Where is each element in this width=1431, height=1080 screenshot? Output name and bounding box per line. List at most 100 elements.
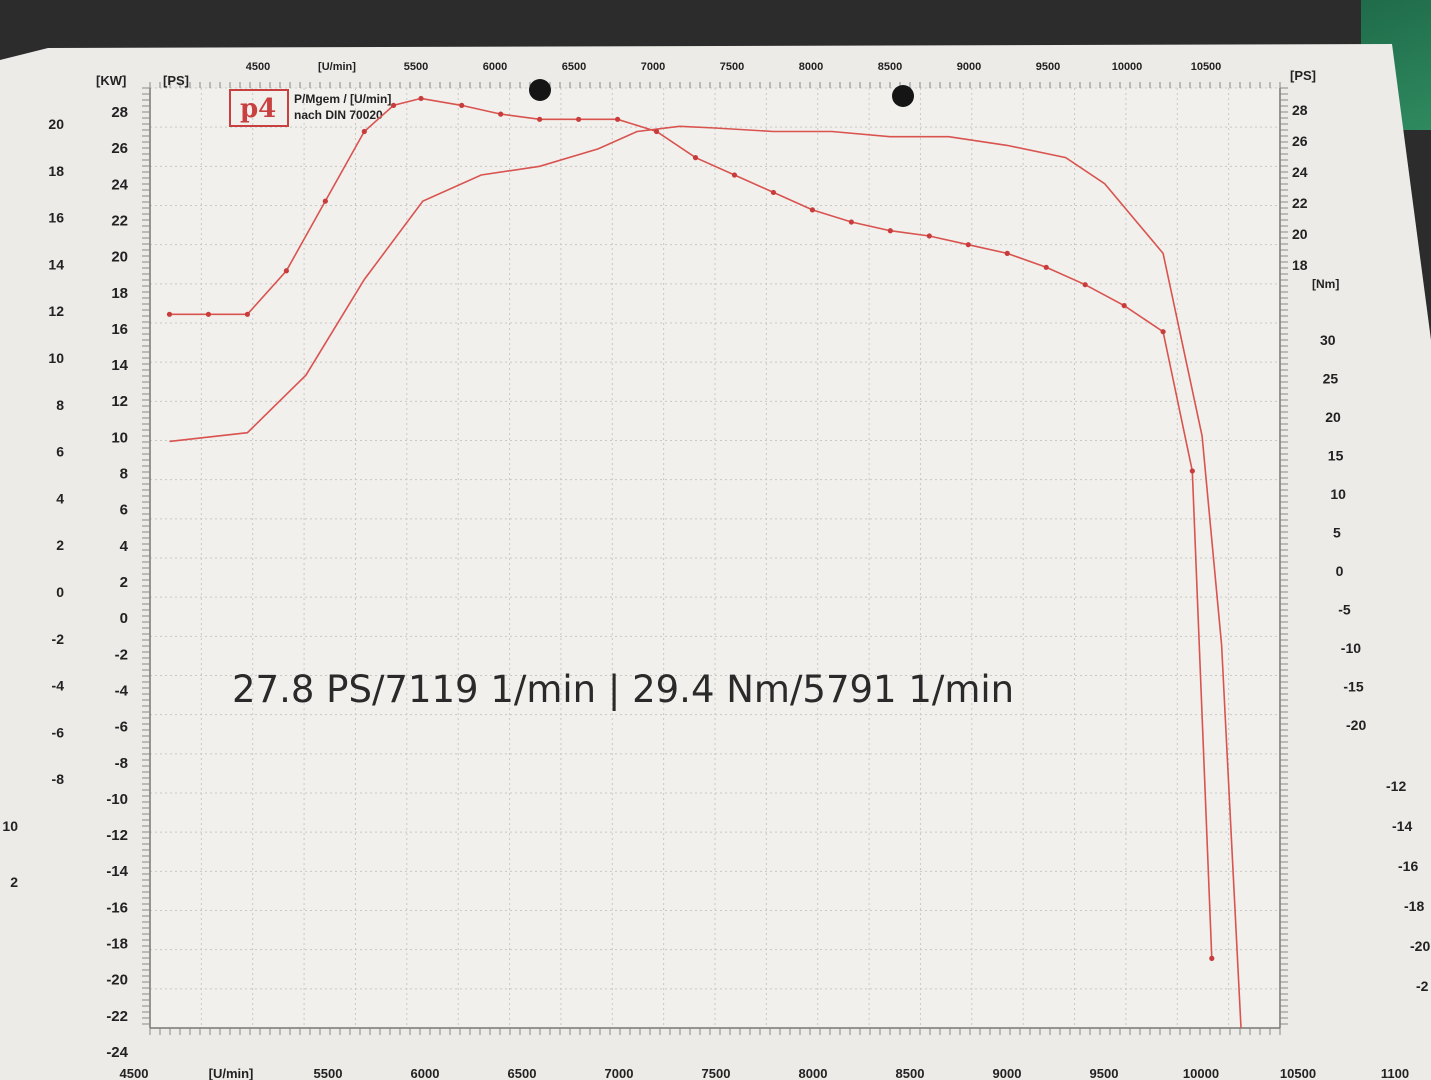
ps-left-tick-label: -2 (115, 646, 128, 663)
data-point (283, 268, 289, 274)
rpm-tick-label: 4500 (120, 1066, 149, 1080)
series-group (166, 95, 1242, 1029)
data-point (498, 111, 504, 117)
rpm-tick-label: 8000 (799, 1066, 828, 1080)
ps-left-tick-label: 2 (120, 574, 128, 591)
data-point (614, 116, 621, 122)
ps-right-tick-label: 24 (1292, 164, 1308, 180)
rpm-top-tick-label: 7000 (641, 61, 665, 73)
rpm-top-tick-label: 5500 (404, 61, 428, 73)
rpm-tick-label: 7500 (702, 1066, 731, 1080)
left-ps-unit: [PS] (163, 73, 189, 88)
ps-left-tick-label: 28 (111, 104, 128, 121)
nm-tick-label: -20 (1346, 717, 1366, 733)
ps-left-tick-label: -8 (115, 755, 128, 772)
ps-left-tick-label: -14 (106, 863, 128, 880)
rpm-top-tick-label: 9000 (957, 61, 981, 73)
kw-tick-label: 14 (48, 256, 64, 272)
rpm-top-tick-label: 10000 (1112, 61, 1143, 73)
ps-right-tick-label: 26 (1292, 133, 1308, 149)
data-point (166, 311, 173, 317)
data-point (965, 242, 971, 248)
rpm-top-tick-label: 9500 (1036, 61, 1060, 73)
legend-line1: P/Mgem / [U/min] (294, 92, 391, 106)
nm-tick-label: 0 (1336, 563, 1344, 579)
left-kw-unit: [KW] (96, 73, 126, 88)
ps-left-tick-label: 8 (120, 466, 128, 483)
rpm-top-tick-label: 6000 (483, 61, 507, 73)
kw-tick-label: 6 (56, 444, 64, 460)
kw-tick-label: 16 (48, 210, 64, 226)
ps-left-tick-label: -6 (115, 719, 128, 736)
kw-tick-label: 4 (56, 490, 64, 506)
right-lower-tick-label: -2 (1416, 978, 1429, 994)
data-point (390, 102, 397, 109)
punch-hole-left (529, 79, 551, 101)
result-annotation: 27.8 PS/7119 1/min | 29.4 Nm/5791 1/min (232, 668, 1014, 711)
ps-right-tick-label: 18 (1292, 257, 1308, 273)
data-point (1082, 282, 1088, 288)
kw-tick-label: 8 (56, 397, 64, 413)
data-point (1043, 264, 1049, 270)
kw-tick-label: 2 (10, 874, 18, 890)
nm-tick-label: -15 (1343, 679, 1363, 695)
nm-tick-label: 30 (1320, 332, 1336, 348)
kw-tick-label: 2 (56, 537, 64, 553)
data-point (1121, 302, 1127, 309)
data-point (1160, 329, 1166, 335)
rpm-tick-label: [U/min] (209, 1066, 254, 1080)
kw-tick-label: 10 (48, 350, 64, 366)
series-line-P (169, 125, 1242, 1029)
ps-left-tick-label: 10 (111, 429, 128, 446)
ps-left-tick-label: 20 (111, 249, 128, 266)
punch-hole-right (892, 85, 914, 107)
data-point (1209, 955, 1215, 961)
data-point (848, 219, 854, 225)
data-point (576, 116, 582, 122)
data-point (322, 198, 328, 204)
nm-tick-label: 25 (1323, 371, 1339, 387)
ps-left-tick-label: -12 (106, 827, 128, 844)
right-lower-tick-label: -12 (1386, 778, 1406, 794)
kw-tick-label: -8 (52, 771, 65, 787)
data-point (459, 102, 465, 109)
ps-left-tick-label: -4 (115, 682, 129, 699)
rpm-top-tick-label: 8000 (799, 61, 823, 73)
data-point (205, 311, 212, 317)
kw-tick-label: 10 (2, 818, 18, 834)
ps-left-tick-label: -16 (106, 899, 128, 916)
p4-logo: p4 (229, 89, 289, 127)
rpm-top-tick-label: 10500 (1191, 61, 1222, 73)
kw-tick-label: 0 (56, 584, 64, 600)
ps-left-tick-label: -18 (106, 936, 128, 953)
rpm-tick-label: 6000 (411, 1066, 440, 1080)
ps-left-tick-label: 24 (111, 176, 128, 193)
data-point (244, 311, 251, 317)
ps-left-tick-label: 14 (111, 357, 128, 374)
ps-left-tick-label: -20 (106, 972, 128, 989)
data-point (770, 189, 777, 196)
rpm-top-tick-label: 7500 (720, 61, 744, 73)
data-point (809, 207, 816, 213)
rpm-top-tick-label: [U/min] (318, 61, 356, 73)
data-point (361, 128, 367, 135)
ps-left-tick-label: -24 (106, 1044, 128, 1061)
data-point (1189, 468, 1195, 474)
rpm-tick-label: 10500 (1280, 1066, 1316, 1080)
data-point (418, 95, 424, 102)
nm-tick-label: 5 (1333, 525, 1341, 541)
rpm-tick-label: 7000 (605, 1066, 634, 1080)
data-point (692, 155, 699, 161)
ps-left-tick-label: 16 (111, 321, 128, 338)
rpm-tick-label: 9500 (1090, 1066, 1119, 1080)
rpm-tick-label: 9000 (993, 1066, 1022, 1080)
ps-right-tick-label: 28 (1292, 102, 1308, 118)
right-lower-tick-label: -20 (1410, 938, 1430, 954)
data-point (653, 128, 660, 135)
logo-frame (229, 89, 289, 127)
kw-tick-label: -4 (52, 678, 65, 694)
rpm-tick-label: 1100 (1381, 1066, 1409, 1080)
right-lower-tick-label: -16 (1398, 858, 1418, 874)
rpm-top-tick-label: 4500 (246, 61, 270, 73)
